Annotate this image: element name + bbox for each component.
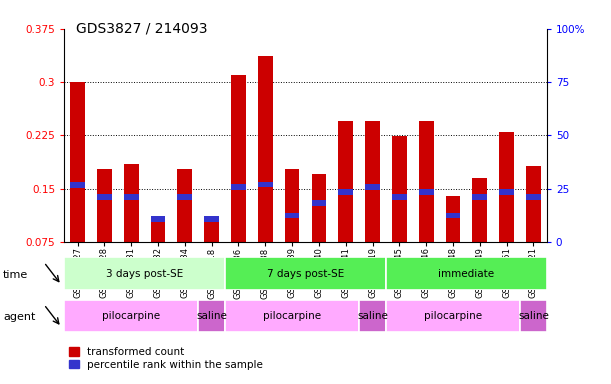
Bar — [258, 56, 273, 242]
Bar — [365, 121, 380, 242]
Text: pilocarpine: pilocarpine — [263, 311, 321, 321]
Bar — [70, 82, 85, 242]
Bar — [204, 216, 219, 222]
Bar — [124, 164, 139, 242]
Bar — [499, 132, 514, 242]
Bar — [392, 194, 407, 200]
Bar — [445, 213, 460, 218]
Bar — [231, 184, 246, 190]
Bar — [386, 300, 520, 332]
Text: immediate: immediate — [438, 268, 494, 279]
Bar — [258, 182, 273, 187]
Bar — [312, 174, 326, 242]
Text: saline: saline — [357, 311, 388, 321]
Bar — [338, 189, 353, 195]
Bar — [520, 300, 547, 332]
Bar — [70, 182, 85, 188]
Bar — [177, 194, 192, 200]
Bar — [419, 189, 434, 195]
Bar — [526, 166, 541, 242]
Bar — [386, 257, 547, 290]
Bar — [445, 196, 460, 242]
Text: saline: saline — [196, 311, 227, 321]
Bar — [204, 219, 219, 242]
Bar — [312, 200, 326, 206]
Bar — [359, 300, 386, 332]
Text: saline: saline — [518, 311, 549, 321]
Text: pilocarpine: pilocarpine — [424, 311, 482, 321]
Bar — [151, 216, 166, 222]
Text: time: time — [3, 270, 28, 280]
Bar — [151, 219, 166, 242]
Text: pilocarpine: pilocarpine — [102, 311, 160, 321]
Bar — [97, 194, 112, 200]
Text: 3 days post-SE: 3 days post-SE — [106, 268, 183, 279]
Bar — [225, 257, 386, 290]
Bar — [392, 136, 407, 242]
Bar — [419, 121, 434, 242]
Bar — [231, 75, 246, 242]
Legend: transformed count, percentile rank within the sample: transformed count, percentile rank withi… — [70, 347, 263, 369]
Bar — [64, 300, 198, 332]
Bar — [198, 300, 225, 332]
Text: GDS3827 / 214093: GDS3827 / 214093 — [76, 21, 208, 35]
Bar — [97, 169, 112, 242]
Text: 7 days post-SE: 7 days post-SE — [267, 268, 344, 279]
Bar — [526, 194, 541, 200]
Bar — [472, 194, 487, 200]
Bar — [499, 189, 514, 195]
Bar — [64, 257, 225, 290]
Bar — [365, 184, 380, 190]
Bar — [285, 213, 299, 218]
Bar — [338, 121, 353, 242]
Bar — [177, 169, 192, 242]
Bar — [285, 169, 299, 242]
Bar — [124, 194, 139, 200]
Text: agent: agent — [3, 312, 35, 322]
Bar — [225, 300, 359, 332]
Bar — [472, 178, 487, 242]
